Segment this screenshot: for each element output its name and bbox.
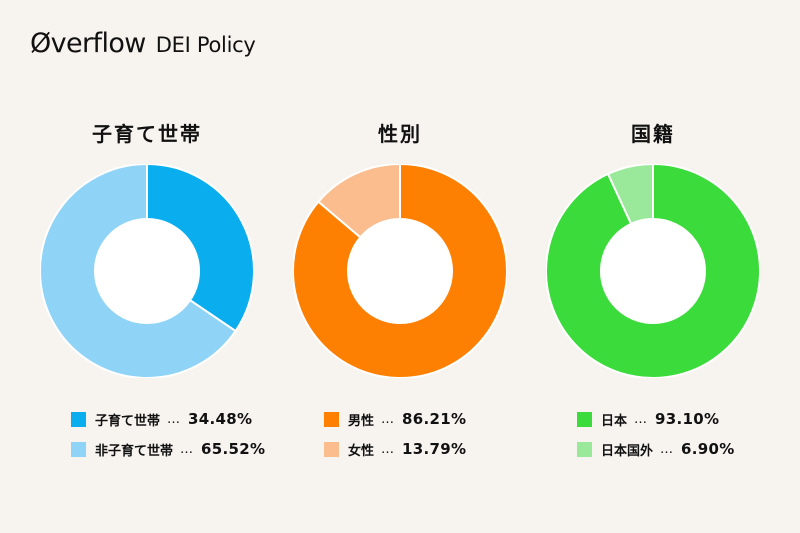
- legend-swatch: [577, 441, 592, 457]
- legend-label: 非子育て世帯: [95, 443, 174, 459]
- donut-hole: [348, 219, 452, 323]
- legend-swatch: [577, 411, 592, 427]
- donut-chart-gender: [293, 164, 507, 378]
- page-subtitle: DEI Policy: [155, 33, 256, 57]
- chart-panel-childrearing: 子育て世帯 子育て世帯 … 34.48% 非子育て世帯 … 65.52%: [27, 0, 267, 533]
- brand-logo: Øverflow: [30, 28, 146, 59]
- chart-title: 性別: [378, 122, 422, 146]
- chart-panel-gender: 性別 男性 … 86.21% 女性 … 13.79%: [280, 0, 520, 533]
- donut-hole: [601, 219, 705, 323]
- legend-label: 女性: [348, 443, 375, 459]
- legend-item: 子育て世帯 … 34.48%: [71, 406, 265, 432]
- legend-value: 6.90%: [681, 440, 735, 458]
- legend-value: 65.52%: [201, 440, 266, 458]
- legend-item: 女性 … 13.79%: [324, 436, 466, 462]
- legend-item: 男性 … 86.21%: [324, 406, 466, 432]
- chart-title: 子育て世帯: [92, 122, 202, 146]
- legend-value: 86.21%: [402, 410, 467, 428]
- legend-dots: …: [634, 411, 649, 427]
- legend-dots: …: [381, 441, 396, 457]
- chart-legend: 子育て世帯 … 34.48% 非子育て世帯 … 65.52%: [71, 406, 265, 466]
- chart-panel-nationality: 国籍 日本 … 93.10% 日本国外 … 6.90%: [533, 0, 773, 533]
- legend-label: 日本国外: [601, 443, 654, 459]
- donut-chart-childrearing: [40, 164, 254, 378]
- legend-label: 男性: [348, 413, 375, 429]
- legend-dots: …: [381, 411, 396, 427]
- legend-dots: …: [167, 411, 182, 427]
- chart-legend: 男性 … 86.21% 女性 … 13.79%: [324, 406, 466, 466]
- legend-value: 13.79%: [402, 440, 467, 458]
- legend-swatch: [324, 441, 339, 457]
- legend-item: 日本 … 93.10%: [577, 406, 735, 432]
- header: Øverflow DEI Policy: [30, 28, 256, 68]
- legend-swatch: [324, 411, 339, 427]
- chart-title: 国籍: [631, 122, 675, 146]
- legend-value: 34.48%: [188, 410, 253, 428]
- chart-legend: 日本 … 93.10% 日本国外 … 6.90%: [577, 406, 735, 466]
- donut-chart-nationality: [546, 164, 760, 378]
- legend-item: 日本国外 … 6.90%: [577, 436, 735, 462]
- legend-label: 日本: [601, 413, 628, 429]
- legend-label: 子育て世帯: [95, 413, 161, 429]
- legend-item: 非子育て世帯 … 65.52%: [71, 436, 265, 462]
- legend-value: 93.10%: [655, 410, 720, 428]
- legend-dots: …: [180, 441, 195, 457]
- legend-dots: …: [660, 441, 675, 457]
- legend-swatch: [71, 441, 86, 457]
- donut-hole: [95, 219, 199, 323]
- legend-swatch: [71, 411, 86, 427]
